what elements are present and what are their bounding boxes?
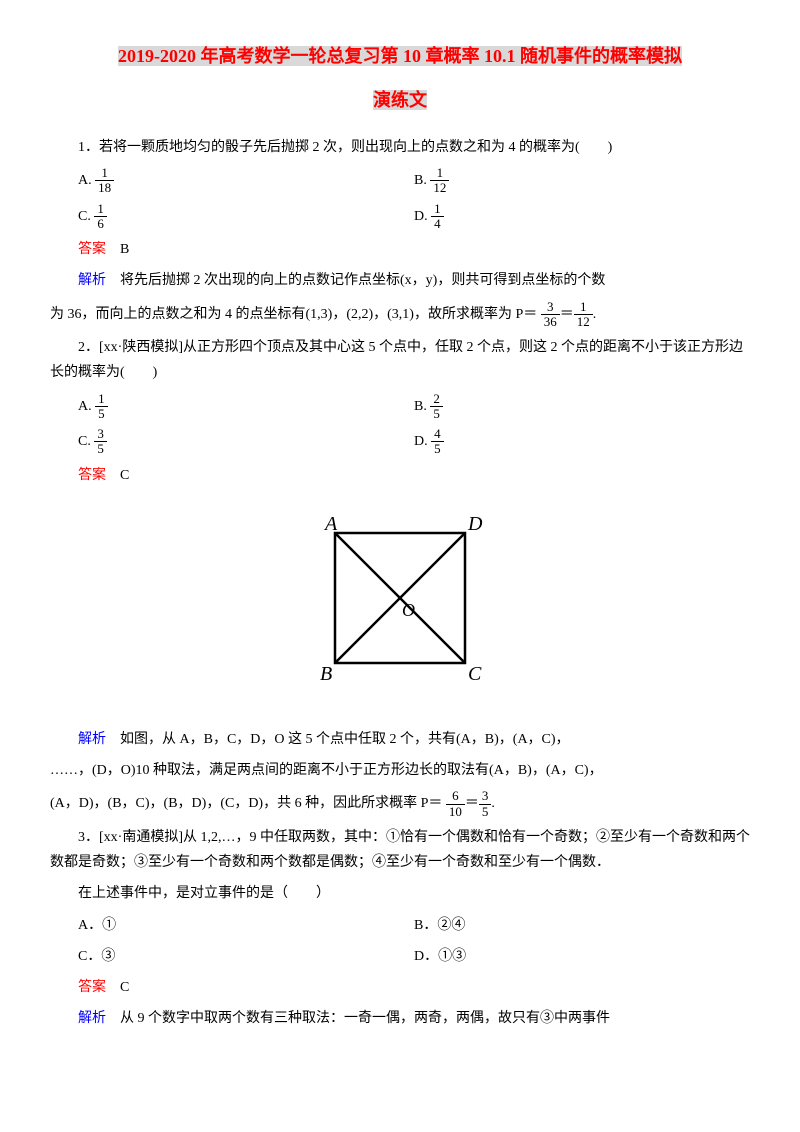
q3-text1: 3．[xx·南通模拟]从 1,2,…，9 中任取两数，其中：①恰有一个偶数和恰有… [50,825,750,875]
q2-optA-frac: 15 [95,392,108,422]
q2-text: 2．[xx·陕西模拟]从正方形四个顶点及其中心这 5 个点中，任取 2 个点，则… [50,335,750,385]
q1-optC-prefix: C. [78,209,91,224]
q1-analysis-cont: 为 36，而向上的点数之和为 4 的点坐标有(1,3)，(2,2)，(3,1)，… [50,300,750,330]
q1-optA-frac: 118 [95,166,114,196]
q3-optA: A．① [78,913,414,938]
q2-optA-prefix: A. [78,399,92,414]
q1-optC-frac: 16 [94,202,107,232]
q1-options-row1: A. 118 B. 112 [50,166,750,196]
q3-analysis: 解析 从 9 个数字中取两个数有三种取法：一奇一偶，两奇，两偶，故只有③中两事件 [50,1006,750,1031]
q2-analysis: 解析 如图，从 A，B，C，D，O 这 5 个点中任取 2 个，共有(A，B)，… [50,727,750,752]
q3-optD: D．①③ [414,944,750,969]
q3-options-row2: C．③ D．①③ [50,944,750,969]
q1-analysis: 解析 将先后抛掷 2 次出现的向上的点数记作点坐标(x，y)，则共可得到点坐标的… [50,268,750,293]
q2-analysis-cont2: (A，D)，(B，C)，(B，D)，(C，D)，共 6 种，因此所求概率 P＝ … [50,789,750,819]
diagram-label-O: O [402,600,415,620]
q2-options-row1: A. 15 B. 25 [50,392,750,422]
q1-optA-prefix: A. [78,173,92,188]
diagram-label-C: C [468,663,482,685]
q1-optD-frac: 14 [431,202,444,232]
q2-optD-prefix: D. [414,434,428,449]
q3-optC: C．③ [78,944,414,969]
q1-answer: 答案 B [50,237,750,262]
q2-optC-prefix: C. [78,434,91,449]
q3-text2: 在上述事件中，是对立事件的是（ ） [50,881,750,906]
q1-optB-prefix: B. [414,173,427,188]
title-sub: 演练文 [373,90,427,110]
q2-optB-frac: 25 [430,392,443,422]
q2-answer: 答案 C [50,463,750,488]
q1-optB-frac: 112 [430,166,449,196]
q2-optC-frac: 35 [94,427,107,457]
q3-answer: 答案 C [50,975,750,1000]
q2-analysis-cont1: ……，(D，O)10 种取法，满足两点间的距离不小于正方形边长的取法有(A，B)… [50,758,750,783]
q3-optB: B．②④ [414,913,750,938]
q2-optB-prefix: B. [414,399,427,414]
q2-options-row2: C. 35 D. 45 [50,427,750,457]
q1-text: 1．若将一颗质地均匀的骰子先后抛掷 2 次，则出现向上的点数之和为 4 的概率为… [50,135,750,160]
diagram-label-D: D [467,513,483,535]
diagram-label-B: B [320,663,332,685]
q1-options-row2: C. 16 D. 14 [50,202,750,232]
diagram-label-A: A [323,513,338,535]
q3-options-row1: A．① B．②④ [50,913,750,938]
square-diagram: A D B C O [50,508,750,707]
q2-optD-frac: 45 [431,427,444,457]
q1-optD-prefix: D. [414,209,428,224]
title-main: 2019-2020 年高考数学一轮总复习第 10 章概率 10.1 随机事件的概… [118,46,682,66]
